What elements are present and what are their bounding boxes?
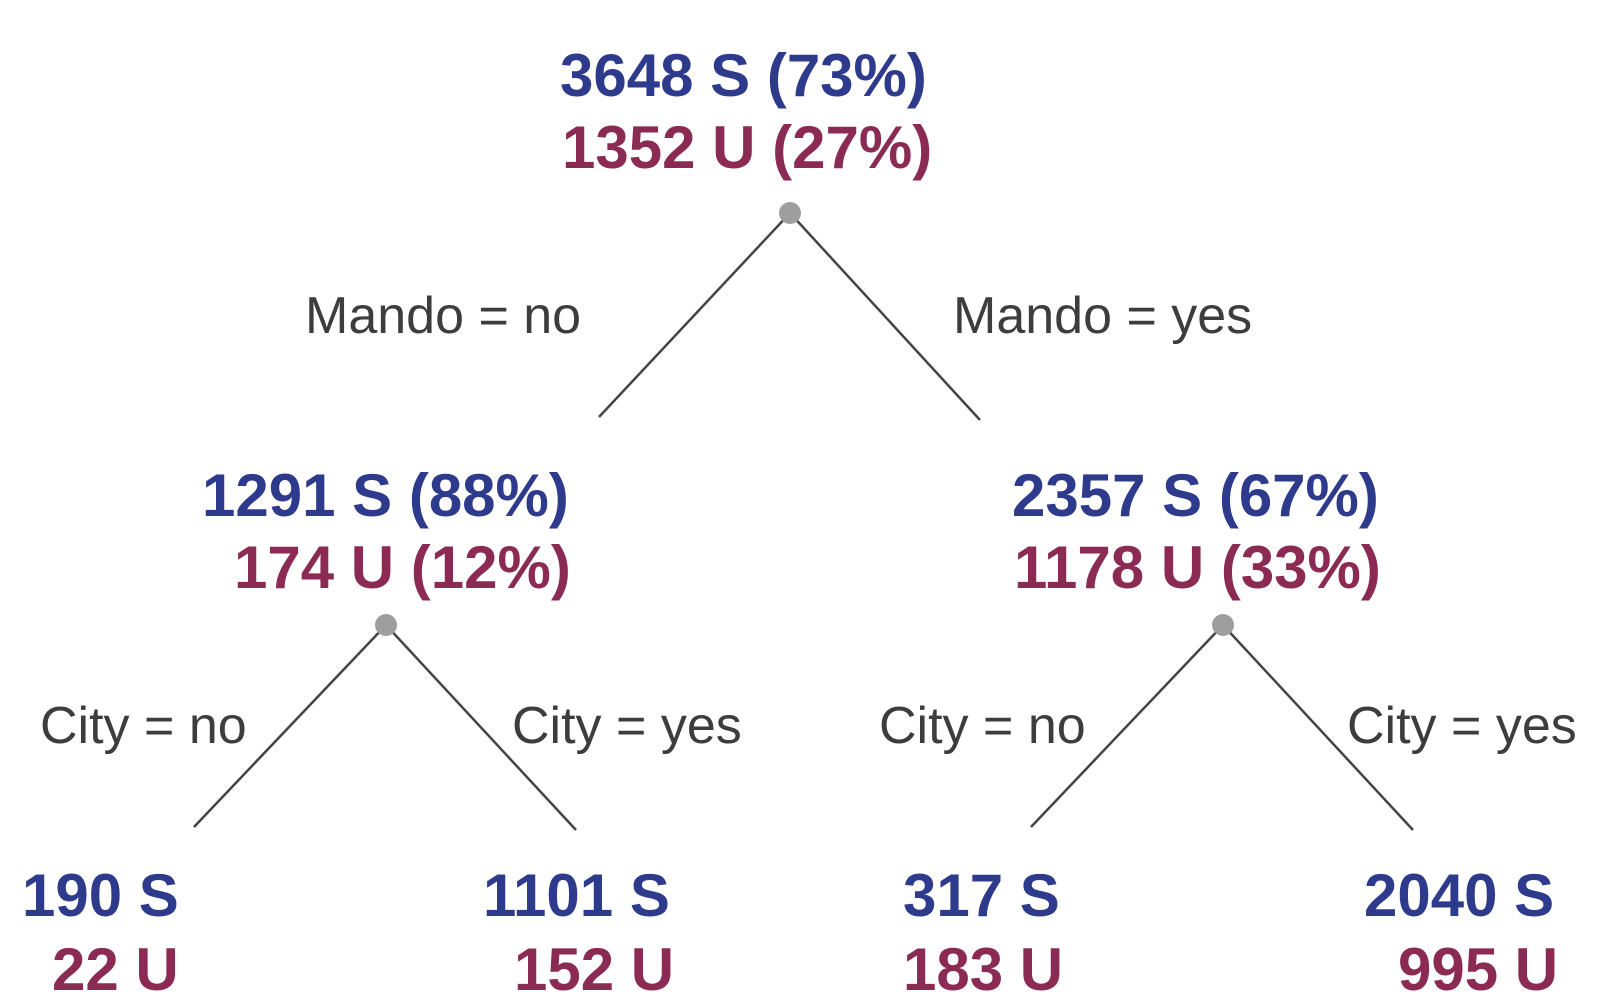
root-node-dot	[779, 202, 801, 224]
root-u-count: 1352 U (27%)	[562, 114, 933, 181]
edge-root-left	[598, 212, 791, 418]
right-node-dot	[1212, 614, 1234, 636]
right-city-yes-label: City = yes	[1347, 697, 1577, 755]
left-node-u-count: 174 U (12%)	[234, 534, 571, 601]
edge-right-leafno	[1030, 624, 1224, 828]
edge-right-leafyes	[1222, 624, 1414, 831]
edge-root-right	[789, 212, 981, 421]
leaf-2-u-count: 152 U	[514, 936, 675, 1003]
left-node-s-count: 1291 S (88%)	[202, 462, 569, 529]
mando-yes-label: Mando = yes	[953, 287, 1253, 345]
right-node-s-count: 2357 S (67%)	[1012, 462, 1379, 529]
leaf-1-u-count: 22 U	[52, 936, 179, 1003]
right-city-no-label: City = no	[879, 697, 1086, 755]
leaf-1-s-count: 190 S	[22, 862, 179, 929]
mando-no-label: Mando = no	[305, 287, 582, 345]
left-city-yes-label: City = yes	[512, 697, 742, 755]
left-city-no-label: City = no	[40, 697, 247, 755]
leaf-3-s-count: 317 S	[903, 862, 1060, 929]
leaf-4-u-count: 995 U	[1398, 936, 1559, 1003]
right-node-u-count: 1178 U (33%)	[1014, 534, 1381, 601]
edge-left-leafno	[193, 624, 387, 828]
leaf-3-u-count: 183 U	[903, 936, 1064, 1003]
left-node-dot	[375, 614, 397, 636]
root-s-count: 3648 S (73%)	[560, 42, 927, 109]
edge-left-leafyes	[385, 624, 577, 831]
leaf-4-s-count: 2040 S	[1364, 862, 1555, 929]
leaf-2-s-count: 1101 S	[483, 862, 670, 929]
